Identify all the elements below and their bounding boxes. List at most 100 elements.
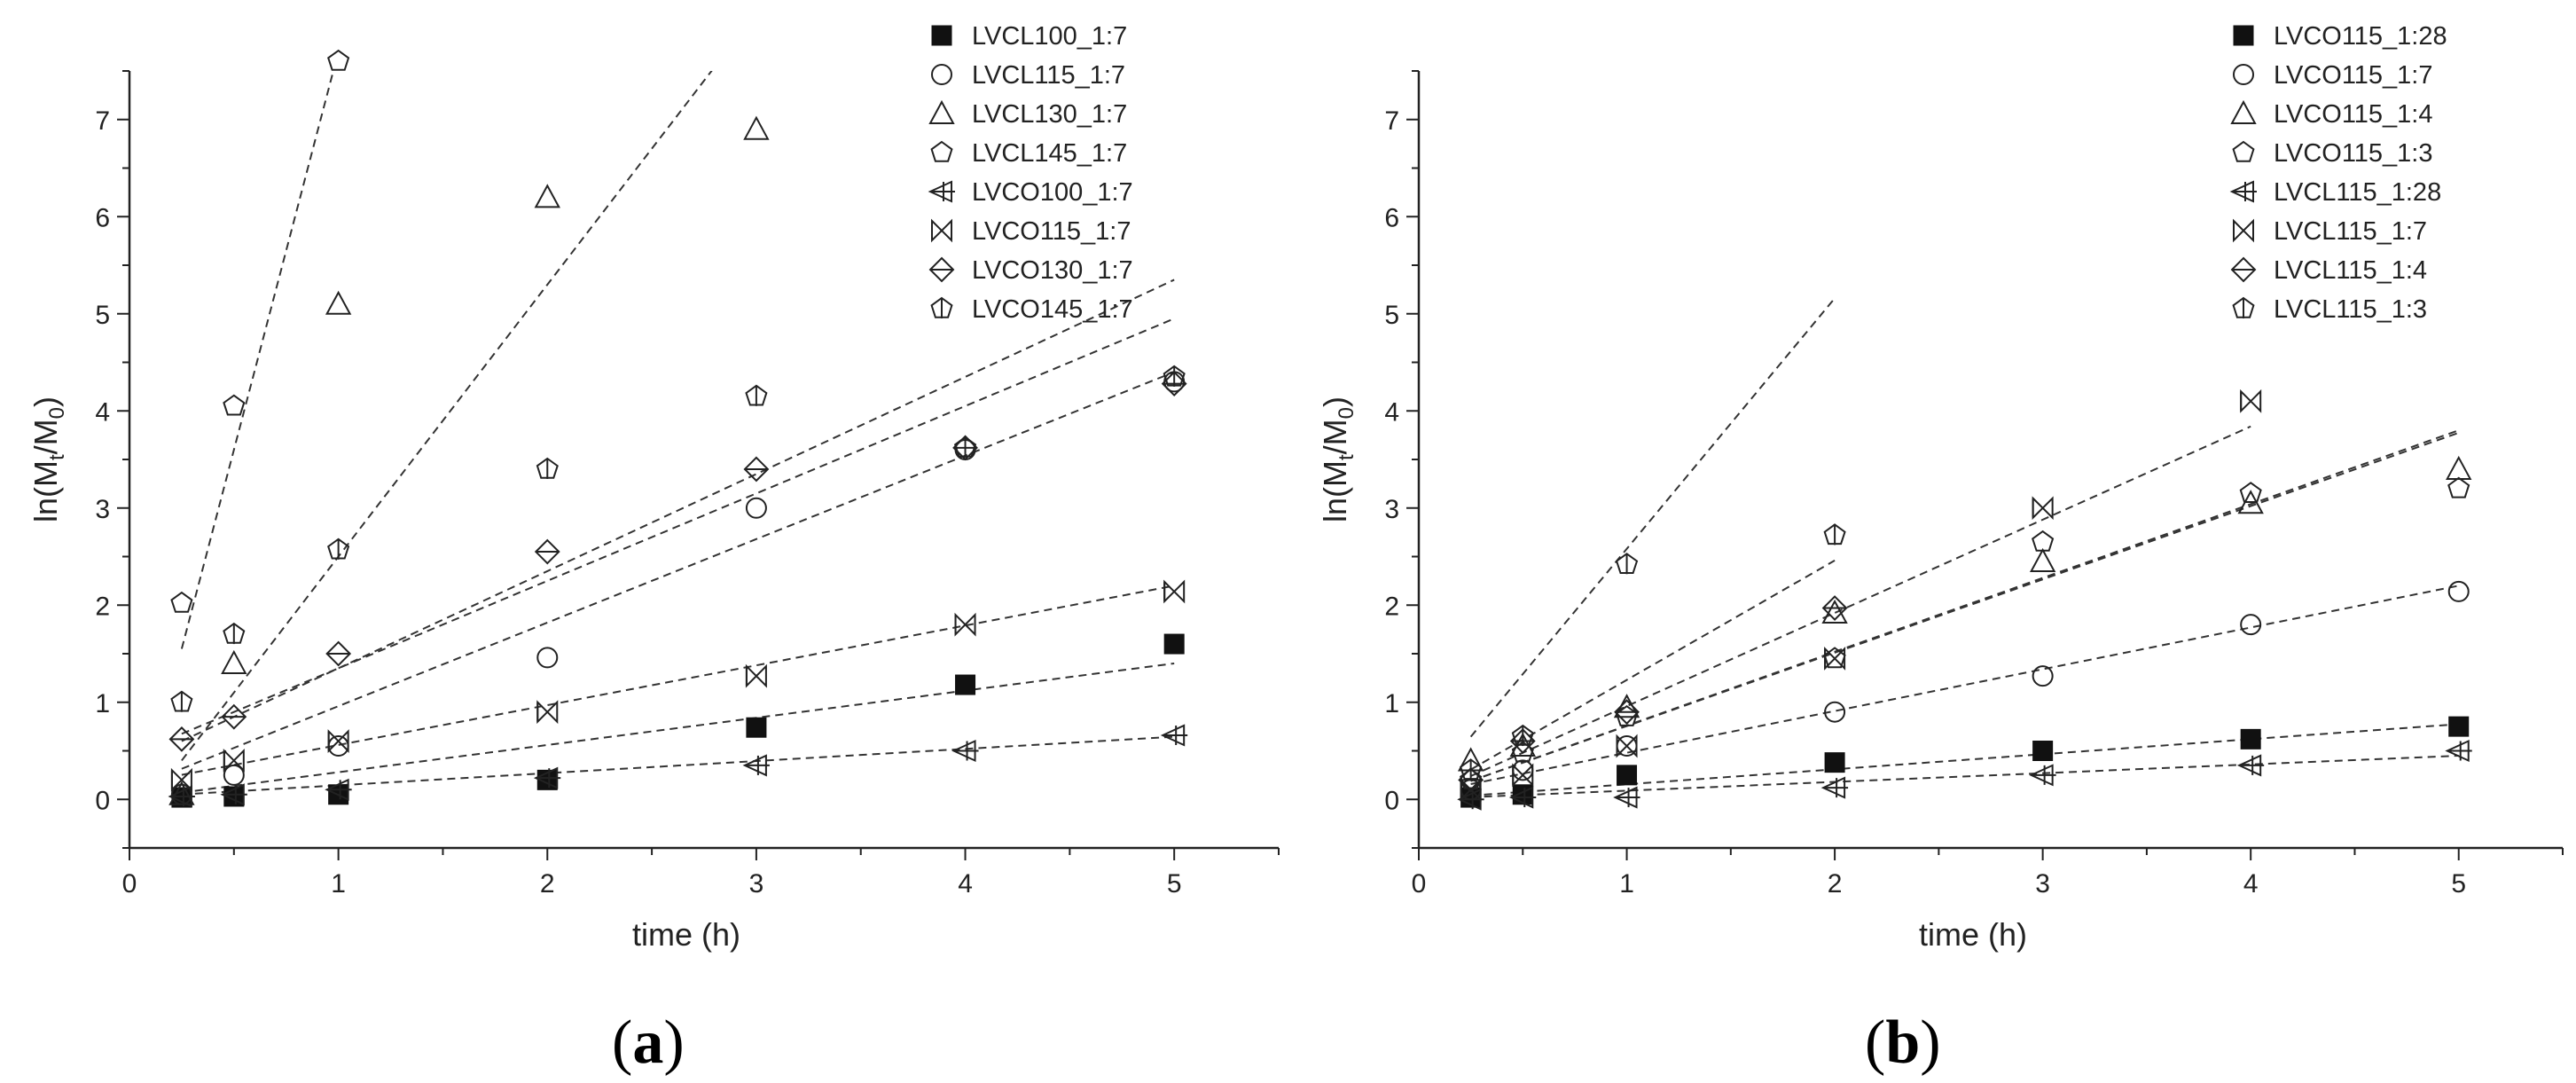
series-lvco115-1-3 xyxy=(1460,476,2470,790)
legend-marker xyxy=(2230,256,2257,283)
y-tick-label: 4 xyxy=(1384,397,1399,427)
marker-diamond xyxy=(1821,595,1848,621)
data-point xyxy=(745,663,767,688)
marker-circle xyxy=(2032,665,2054,687)
marker-pentagon xyxy=(327,49,350,71)
fit-line-lvco115-1-3 xyxy=(1470,431,2460,782)
legend: LVCO115_1:28 LVCO115_1:7 LVCO115_1:4 LVCO11… xyxy=(2229,22,2447,324)
data-point xyxy=(1617,765,1638,786)
y-tick-label: 6 xyxy=(95,203,110,232)
y-axis-title-part: /M xyxy=(27,419,64,454)
y-tick-label: 1 xyxy=(1384,689,1399,718)
legend-marker xyxy=(2233,25,2254,46)
marker-pentagon xyxy=(1511,741,1534,763)
marker-diamond xyxy=(743,456,770,483)
marker-pentagon xyxy=(2239,482,2262,503)
fit-line-lvcl100-1-7 xyxy=(181,662,1175,794)
y-axis-title: ln(Mt/M0) xyxy=(27,396,69,522)
data-point xyxy=(1615,553,1639,575)
marker-square xyxy=(746,717,767,738)
marker-triangle xyxy=(325,290,352,315)
fit-line-lvco130-1-7 xyxy=(181,279,1175,742)
panel-a-label: (a) xyxy=(612,1008,685,1077)
marker-bowtie xyxy=(1616,734,1638,758)
x-tick-label: 3 xyxy=(2035,869,2050,899)
legend-label: LVCO115_1:4 xyxy=(2274,100,2433,129)
marker-circle xyxy=(745,497,767,519)
data-point xyxy=(327,49,350,71)
data-point xyxy=(1821,595,1848,621)
data-point xyxy=(220,783,247,806)
legend-marker xyxy=(2233,218,2254,243)
data-point xyxy=(953,436,977,458)
fit-line-lvcl145-1-7 xyxy=(180,71,334,649)
data-point xyxy=(2445,739,2472,763)
fit-line-lvcl115-1-7 xyxy=(181,371,1175,770)
series-lvcl115-1-3 xyxy=(1460,523,1846,781)
data-point xyxy=(221,703,247,730)
data-point xyxy=(2032,530,2055,552)
data-point xyxy=(536,457,559,479)
y-tick-label: 4 xyxy=(95,397,110,427)
data-point xyxy=(1616,734,1638,758)
data-point xyxy=(1508,786,1537,809)
marker-square xyxy=(2233,25,2254,46)
data-point xyxy=(223,764,245,786)
fit-line-lvcl115-1-7 xyxy=(1470,425,2251,777)
marker-triangle xyxy=(928,99,955,124)
y-axis-title-subscript: t xyxy=(1335,454,1358,460)
fit-line-lvco115-1-4 xyxy=(1470,429,2460,782)
legend-label: LVCL115_1:28 xyxy=(2274,178,2441,207)
data-point xyxy=(2240,728,2261,749)
data-point xyxy=(954,612,976,637)
y-axis-title-part: ln(M xyxy=(27,460,64,522)
legend-marker xyxy=(930,140,953,162)
marker-circle xyxy=(2233,64,2254,85)
x-tick-label: 5 xyxy=(2451,869,2466,899)
marker-pentagon xyxy=(1823,647,1846,669)
legend-label: LVCO115_1:7 xyxy=(972,217,1131,246)
marker-diamond xyxy=(2230,256,2257,283)
data-point xyxy=(2239,482,2262,503)
marker-square xyxy=(1824,752,1845,773)
marker-square xyxy=(2240,728,2261,749)
legend-marker xyxy=(2232,140,2255,162)
marker-diamond xyxy=(952,435,978,461)
legend-label: LVCO130_1:7 xyxy=(972,256,1133,285)
marker-pentagon xyxy=(170,591,193,613)
y-axis-title-part: ln(M xyxy=(1317,460,1353,522)
data-point xyxy=(325,640,352,667)
data-point xyxy=(1460,758,1483,781)
legend-marker xyxy=(928,99,955,124)
marker-pentagon xyxy=(223,394,246,416)
x-tick-label: 0 xyxy=(122,869,137,899)
legend-marker xyxy=(2230,99,2257,124)
fit-line-lvcl130-1-7 xyxy=(181,71,713,762)
legend-marker xyxy=(2229,180,2257,203)
fit-line-lvcl115-1-28 xyxy=(1470,754,2459,798)
series-lvcl115-1-7 xyxy=(170,371,1186,805)
data-point xyxy=(743,115,770,140)
data-point xyxy=(951,739,979,763)
legend-label: LVCO115_1:3 xyxy=(2274,139,2433,168)
marker-square xyxy=(931,25,952,46)
fit-lines xyxy=(180,71,1175,796)
fit-line-lvcl115-1-3 xyxy=(1469,297,1836,738)
data-point xyxy=(536,700,559,725)
marker-bowtie xyxy=(2240,388,2262,413)
y-tick-label: 3 xyxy=(1384,495,1399,524)
legend-marker xyxy=(928,180,955,203)
data-point xyxy=(170,591,193,613)
marker-bowtie xyxy=(2032,496,2054,521)
y-tick-label: 2 xyxy=(95,592,110,621)
x-tick-label: 2 xyxy=(540,869,555,899)
data-point xyxy=(168,785,195,808)
data-point xyxy=(2240,388,2262,413)
marker-diamond xyxy=(1509,728,1536,754)
legend-marker xyxy=(931,218,952,243)
marker-triangle xyxy=(2230,99,2257,124)
data-point xyxy=(2032,741,2054,761)
series-lvcl145-1-7 xyxy=(170,49,350,613)
marker-pentagon xyxy=(2447,476,2470,498)
legend-marker xyxy=(931,64,952,85)
